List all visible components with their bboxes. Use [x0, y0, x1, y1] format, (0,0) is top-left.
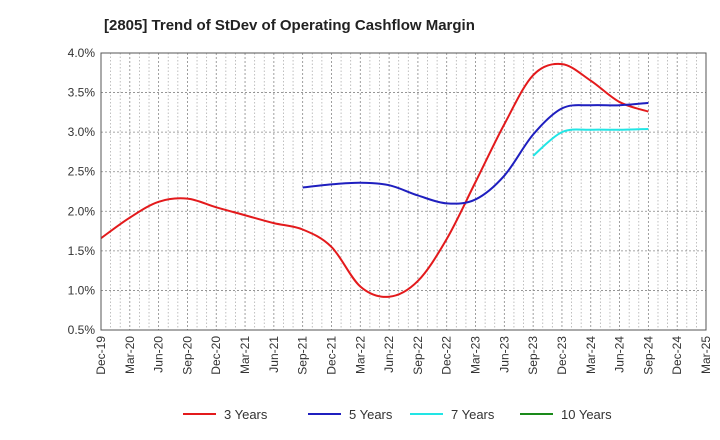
series-line-7-years	[532, 127, 649, 157]
y-tick-label: 0.5%	[68, 323, 96, 337]
x-tick-label: Dec-23	[555, 336, 569, 375]
x-tick-label: Jun-24	[613, 336, 627, 373]
x-tick-label: Jun-22	[382, 336, 396, 373]
y-tick-label: 3.5%	[68, 86, 96, 100]
x-tick-label: Sep-21	[296, 336, 310, 375]
x-tick-label: Jun-20	[152, 336, 166, 373]
y-tick-label: 4.0%	[68, 46, 96, 60]
y-tick-label: 1.5%	[68, 244, 96, 258]
x-tick-label: Dec-22	[440, 336, 454, 375]
x-tick-label: Jun-23	[497, 336, 511, 373]
plot-area	[100, 52, 707, 331]
y-tick-label: 3.0%	[68, 125, 96, 139]
x-tick-label: Mar-21	[238, 336, 252, 374]
x-tick-label: Mar-22	[353, 336, 367, 374]
legend-label-10-years: 10 Years	[561, 407, 612, 422]
x-tick-label: Mar-20	[123, 336, 137, 374]
x-tick-label: Mar-24	[584, 336, 598, 374]
y-tick-label: 2.0%	[68, 204, 96, 218]
x-axis: Dec-19 Mar-20 Jun-20 Sep-20 Dec-20 Mar-21 Jun-…	[94, 336, 713, 375]
chart-title: [2805] Trend of StDev of Operating Cashf…	[104, 17, 475, 34]
legend-label-5-years: 5 Years	[349, 407, 393, 422]
x-tick-label: Mar-23	[469, 336, 483, 374]
x-tick-label: Sep-24	[641, 336, 655, 375]
legend-label-7-years: 7 Years	[451, 407, 495, 422]
x-tick-label: Sep-23	[526, 336, 540, 375]
series-line-3-years	[100, 62, 649, 298]
x-tick-label: Dec-19	[94, 336, 108, 375]
series-line-5-years	[302, 101, 649, 205]
legend: 3 Years 5 Years 7 Years 10 Years	[183, 407, 612, 422]
plot-frame	[100, 52, 707, 331]
x-tick-label: Sep-22	[411, 336, 425, 375]
plot-background	[101, 53, 706, 330]
y-axis: 0.5% 1.0% 1.5% 2.0% 2.5% 3.0% 3.5% 4.0%	[68, 46, 96, 337]
x-tick-label: Mar-25	[699, 336, 713, 374]
x-tick-label: Dec-24	[670, 336, 684, 375]
x-tick-label: Dec-21	[324, 336, 338, 375]
x-tick-label: Dec-20	[209, 336, 223, 375]
y-tick-label: 2.5%	[68, 165, 96, 179]
legend-label-3-years: 3 Years	[224, 407, 268, 422]
x-tick-label: Jun-21	[267, 336, 281, 373]
y-tick-label: 1.0%	[68, 283, 96, 297]
x-tick-label: Sep-20	[180, 336, 194, 375]
